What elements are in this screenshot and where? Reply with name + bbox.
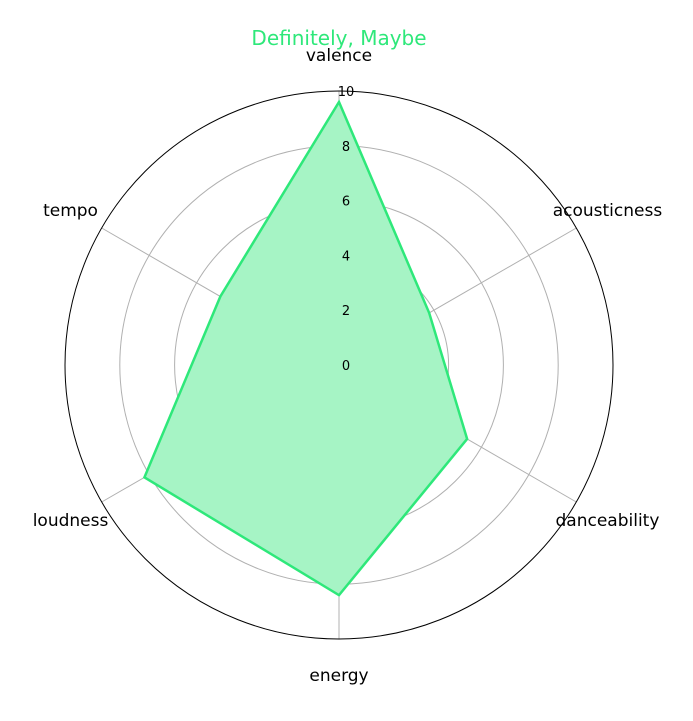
label-layer: 0 2 4 6 8 10 valence acousticness danceability en… — [33, 46, 663, 686]
r-tick-label: 2 — [342, 304, 350, 319]
r-tick-label: 10 — [338, 85, 355, 100]
axis-label-tempo: tempo — [43, 201, 98, 221]
axis-label-valence: valence — [306, 46, 372, 66]
series-layer — [142, 99, 469, 597]
axis-label-energy: energy — [309, 666, 368, 686]
chart-title: Definitely, Maybe — [251, 26, 426, 50]
r-tick-label: 4 — [342, 249, 350, 264]
r-tick-label: 8 — [342, 140, 350, 155]
axis-label-loudness: loudness — [33, 511, 109, 531]
outer-ring — [64, 90, 614, 640]
axis-label-acousticness: acousticness — [553, 201, 663, 221]
r-tick-label: 0 — [342, 359, 350, 374]
r-tick-label: 6 — [342, 195, 350, 210]
series-line — [142, 99, 469, 597]
axis-label-danceability: danceability — [556, 511, 660, 531]
series-area — [144, 101, 468, 596]
